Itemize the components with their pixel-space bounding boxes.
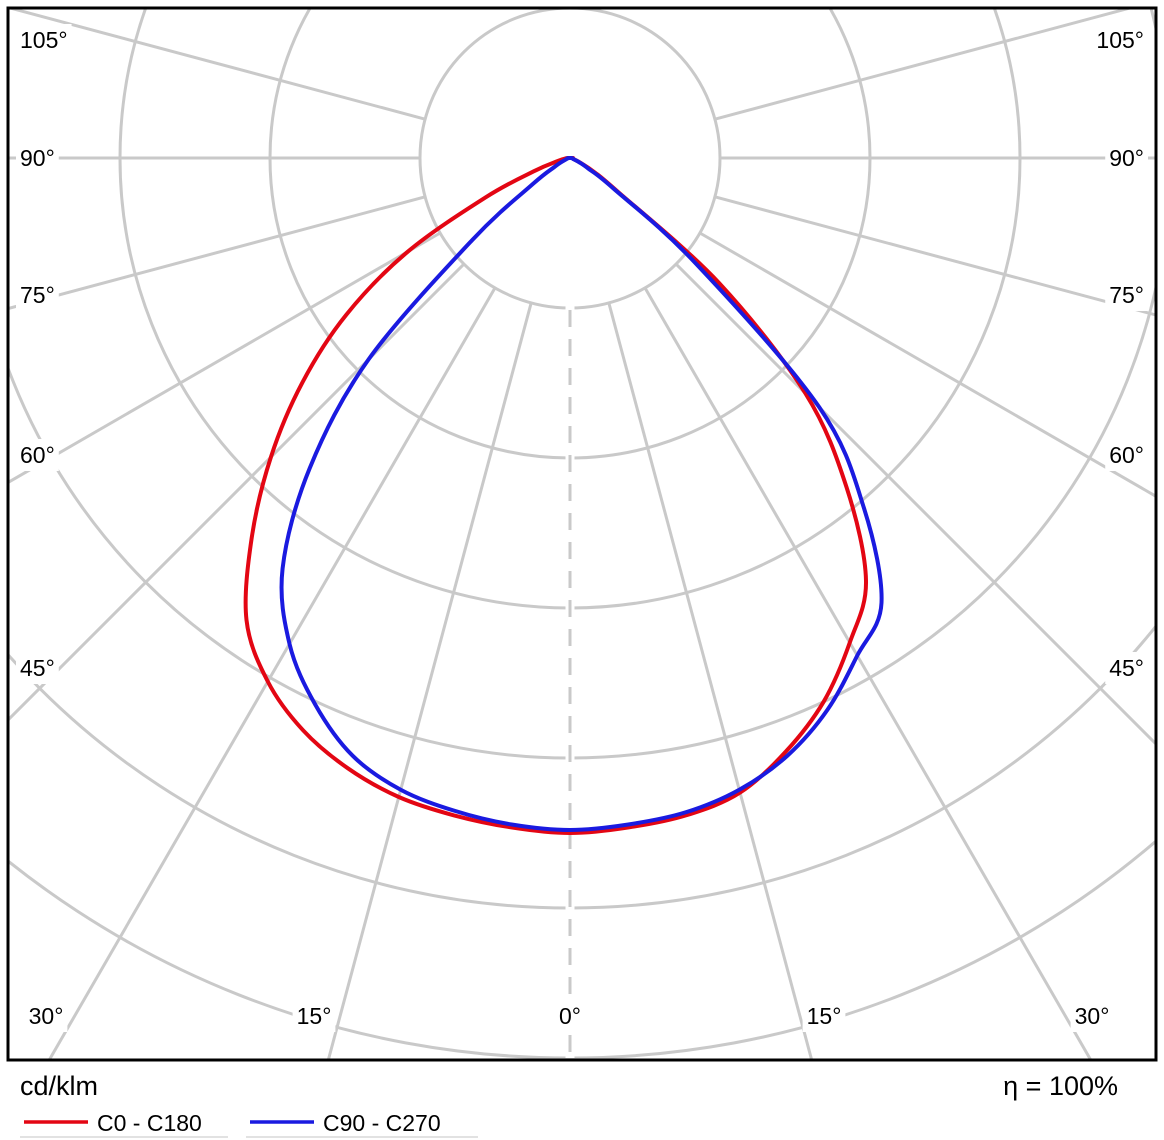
angle-label: 15°	[807, 1003, 842, 1029]
grid-radial-line	[9, 9, 426, 121]
angle-label-bg	[555, 1000, 585, 1032]
angle-label-bg	[802, 1000, 846, 1032]
angle-label: 105°	[1096, 27, 1144, 53]
grid-radial-line	[607, 302, 813, 1059]
angle-label: 0°	[559, 1003, 581, 1029]
angle-label: 105°	[20, 27, 68, 53]
plot-border	[6, 6, 1158, 1062]
angle-label-bg	[16, 439, 59, 471]
grid-ring	[9, 625, 1155, 910]
angle-label-bg	[1105, 279, 1148, 311]
angle-label: 75°	[1109, 282, 1144, 308]
angle-labels: 105° 105° 90° 90° 75° 75° 60° 60° 45° 45° 30° 15° 0°…	[16, 24, 1148, 1032]
grid-radial-line	[714, 9, 1131, 121]
angle-label-bg	[1105, 439, 1148, 471]
angle-label: 60°	[20, 442, 55, 468]
angle-label-bg	[1105, 142, 1148, 174]
angle-label: 15°	[297, 1003, 332, 1029]
legend-label-c0-c180: C0 - C180	[97, 1110, 202, 1136]
angle-label-bg	[16, 652, 59, 684]
curve-c90-c270	[279, 156, 884, 832]
angle-label: 75°	[20, 282, 55, 308]
grid-radial-line	[327, 302, 533, 1059]
grid-radial-line	[675, 263, 1155, 745]
legend-label-c90-c270: C90 - C270	[323, 1110, 441, 1136]
intensity-curves	[243, 156, 884, 835]
angle-label: 30°	[29, 1003, 64, 1029]
grid-ring	[9, 9, 1155, 760]
angle-label-bg	[24, 1000, 68, 1032]
grid-radial-line	[714, 195, 1155, 317]
angle-label-bg	[1092, 24, 1148, 56]
angle-label-bg	[1070, 1000, 1114, 1032]
angle-label-bg	[292, 1000, 336, 1032]
grid-radial-line	[48, 287, 497, 1059]
angle-label-bg	[16, 279, 59, 311]
footer: cd/klm η = 100% C0 - C180 C90 - C270	[20, 1071, 1118, 1138]
angle-label-bg	[16, 24, 72, 56]
grid-radial-line	[9, 263, 465, 721]
angle-label: 90°	[20, 145, 55, 171]
angle-label: 90°	[1109, 145, 1144, 171]
angle-label: 60°	[1109, 442, 1144, 468]
grid-radial-line	[699, 231, 1155, 498]
grid-radial-line	[9, 231, 441, 484]
angle-label: 45°	[1109, 655, 1144, 681]
angle-label-bg	[16, 142, 59, 174]
grid-radial-line	[643, 287, 1092, 1059]
angle-label: 30°	[1075, 1003, 1110, 1029]
curve-c0-c180	[243, 156, 869, 835]
efficiency-label: η = 100%	[1003, 1071, 1118, 1101]
grid-radial-line	[9, 195, 426, 310]
unit-label: cd/klm	[20, 1071, 98, 1101]
angle-label-bg	[1105, 652, 1148, 684]
angle-label: 45°	[20, 655, 55, 681]
